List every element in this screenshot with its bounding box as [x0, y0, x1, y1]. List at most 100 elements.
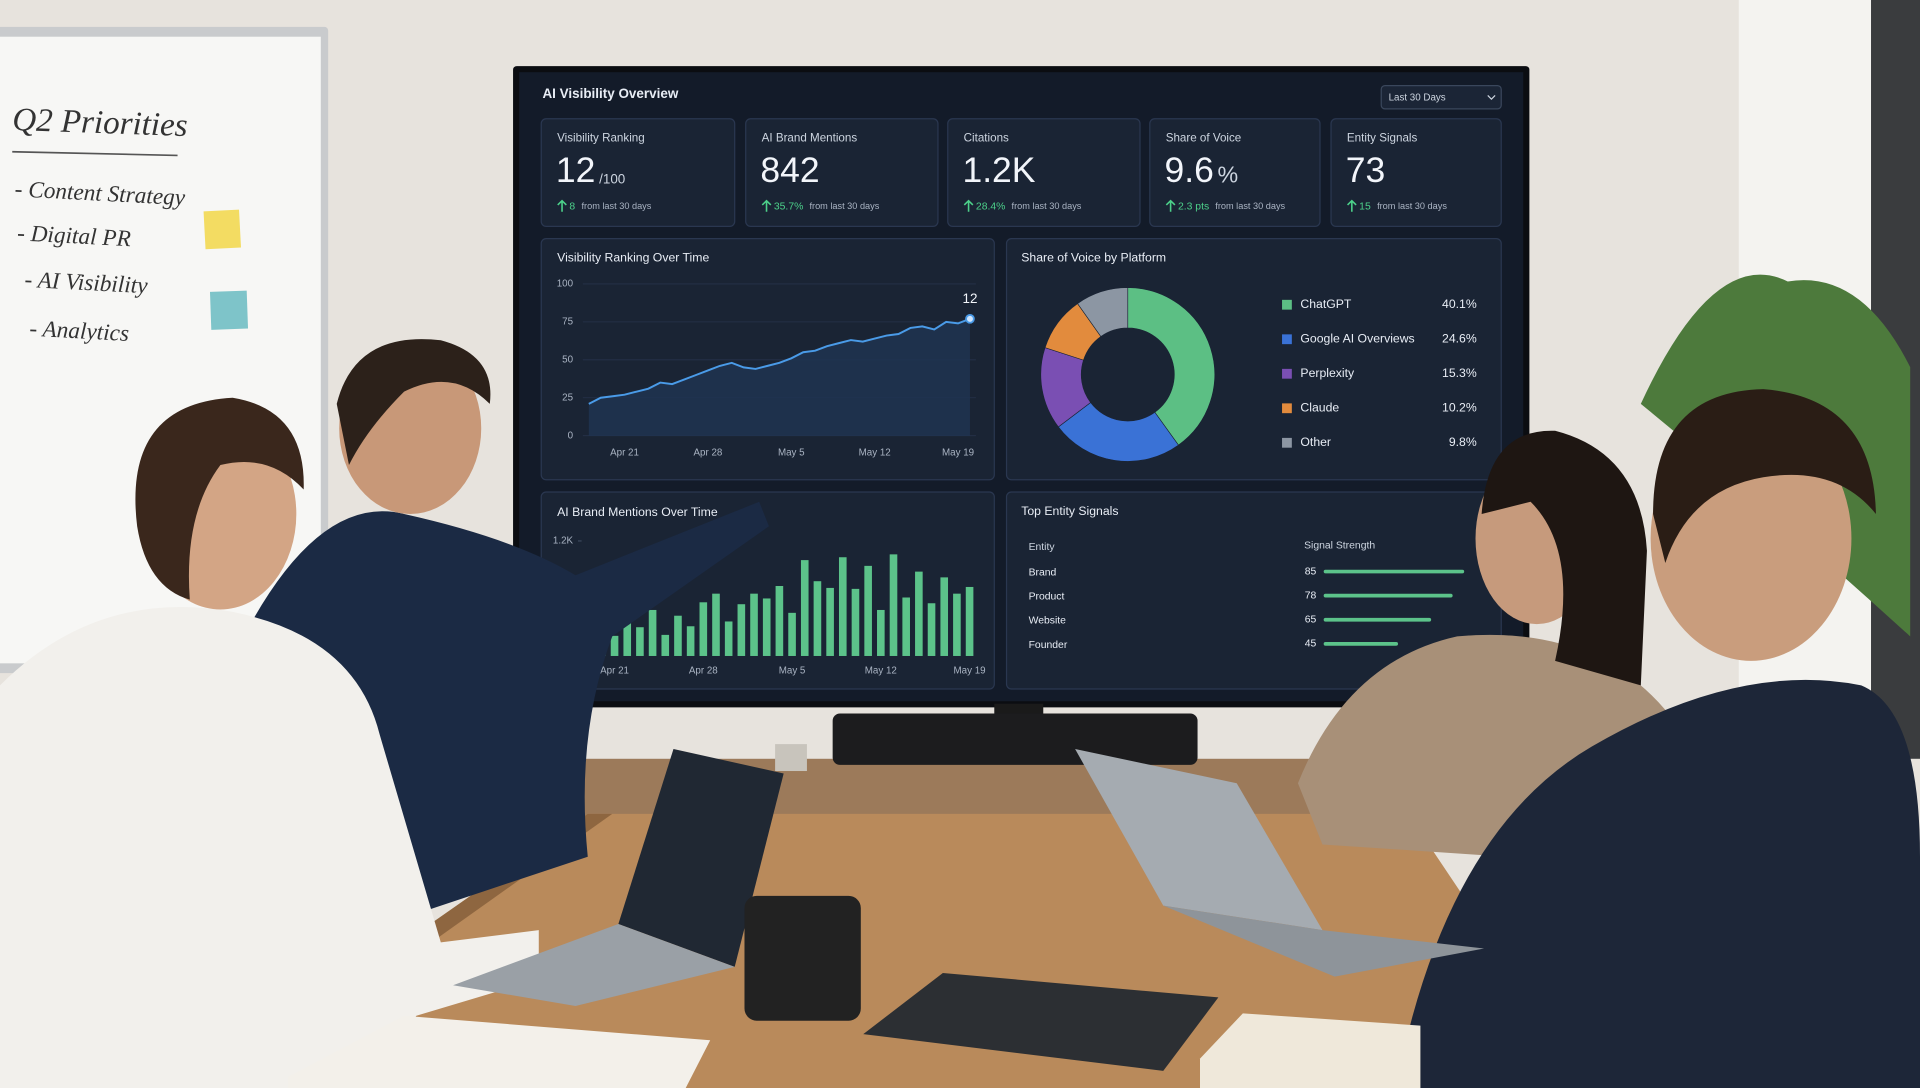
bar [762, 598, 771, 656]
bar [775, 585, 784, 656]
value-label: 24.6% [1442, 331, 1477, 345]
bar [712, 593, 720, 656]
soundbar [832, 713, 1198, 765]
kpi-change: 2.3 pts [1178, 202, 1209, 213]
y-tick-label: 100 [557, 279, 574, 290]
kpi-note: from last 30 days [1377, 201, 1447, 211]
legend-swatch [1282, 403, 1292, 414]
annotation: 12 [962, 291, 977, 306]
chart-title: Visibility Ranking Over Time [557, 250, 709, 264]
up-arrow [761, 199, 772, 212]
chart-title: Top Entity Signals [1021, 504, 1118, 518]
underline [12, 150, 178, 157]
value-label: 9.8% [1449, 435, 1477, 449]
kpi-label: Share of Voice [1166, 131, 1242, 144]
bar [661, 634, 670, 656]
bar [838, 557, 847, 656]
y-tick-label: 1.2K [553, 536, 574, 547]
laptop-screen [618, 748, 784, 967]
panel [947, 118, 1141, 228]
value-label: 10.2% [1442, 401, 1477, 415]
x-tick-label: Apr 28 [689, 665, 718, 676]
kpi-note: from last 30 days [1012, 201, 1082, 211]
plant-pot [775, 744, 807, 772]
person-hair [1653, 389, 1876, 563]
legend-label: ChatGPT [1300, 297, 1352, 311]
whiteboard-item: - Analytics [29, 316, 130, 347]
panel [1330, 118, 1502, 228]
kpi-note: from last 30 days [582, 201, 652, 211]
value-label: 78 [1305, 590, 1317, 601]
row-label: Brand [1029, 568, 1057, 579]
x-tick-label: May 12 [865, 665, 897, 676]
bar [699, 602, 708, 656]
value-label: 85 [1305, 566, 1317, 577]
bar [877, 609, 885, 656]
kpi-note: from last 30 days [809, 201, 879, 211]
kpi-value: 73 [1346, 150, 1386, 190]
bar [953, 593, 961, 656]
bar [1323, 593, 1453, 598]
person-hair [135, 397, 304, 600]
pie-slice [1127, 287, 1215, 446]
legend-label: Perplexity [1300, 366, 1355, 380]
legend-swatch [1282, 334, 1292, 345]
kpi-label: Visibility Ranking [557, 131, 645, 144]
bar [674, 615, 682, 656]
line-area [588, 318, 970, 436]
kpi-change: 8 [569, 202, 575, 213]
chart-title: AI Brand Mentions Over Time [557, 505, 718, 519]
person-body [0, 607, 539, 1088]
bar [1323, 617, 1432, 622]
kpi-unit: % [1218, 161, 1239, 187]
bar [915, 571, 923, 656]
legend-label: Claude [1300, 401, 1339, 415]
range-select-label: Last 30 Days [1389, 93, 1446, 104]
up-arrow [963, 199, 974, 212]
bar [1323, 569, 1465, 574]
kpi-value: 12 [556, 150, 596, 190]
legend-label: Other [1300, 435, 1331, 449]
line [588, 317, 971, 405]
dashboard-title: AI Visibility Overview [542, 86, 678, 101]
x-tick-label: May 19 [942, 447, 974, 458]
x-tick-label: Apr 28 [694, 447, 723, 458]
bar [648, 609, 657, 656]
bar [927, 603, 936, 656]
kpi-value: 1.2K [962, 150, 1035, 190]
bar [965, 586, 974, 656]
person-hair [1481, 430, 1647, 686]
bar [724, 621, 733, 656]
row-label: Product [1029, 592, 1065, 603]
chevron [1487, 95, 1496, 100]
laptop-base [1163, 905, 1485, 977]
up-arrow [557, 199, 567, 212]
bar [686, 626, 695, 656]
whiteboard-item: - AI Visibility [24, 267, 149, 299]
x-tick-label: May 5 [778, 447, 805, 458]
bar [800, 560, 809, 656]
bar [636, 627, 644, 656]
row-label: Founder [1029, 640, 1068, 651]
panel [745, 118, 939, 228]
panel [1149, 118, 1321, 228]
bar [889, 554, 898, 656]
kpi-change: 28.4% [976, 202, 1005, 213]
kpi-change: 15 [1359, 202, 1371, 213]
bar [826, 587, 834, 656]
x-tick-label: May 12 [859, 447, 891, 458]
range-select[interactable] [1380, 85, 1502, 110]
bar [940, 577, 949, 656]
up-arrow [1346, 199, 1357, 212]
bar [864, 565, 872, 656]
bar [737, 604, 746, 656]
value-label: 65 [1305, 615, 1317, 626]
person-body [1395, 679, 1920, 1088]
pie-slice [1077, 287, 1129, 337]
kpi-value: 842 [760, 150, 819, 190]
bar [750, 593, 758, 656]
kpi-label: Citations [964, 131, 1009, 144]
value-label: 15.3% [1442, 366, 1477, 380]
